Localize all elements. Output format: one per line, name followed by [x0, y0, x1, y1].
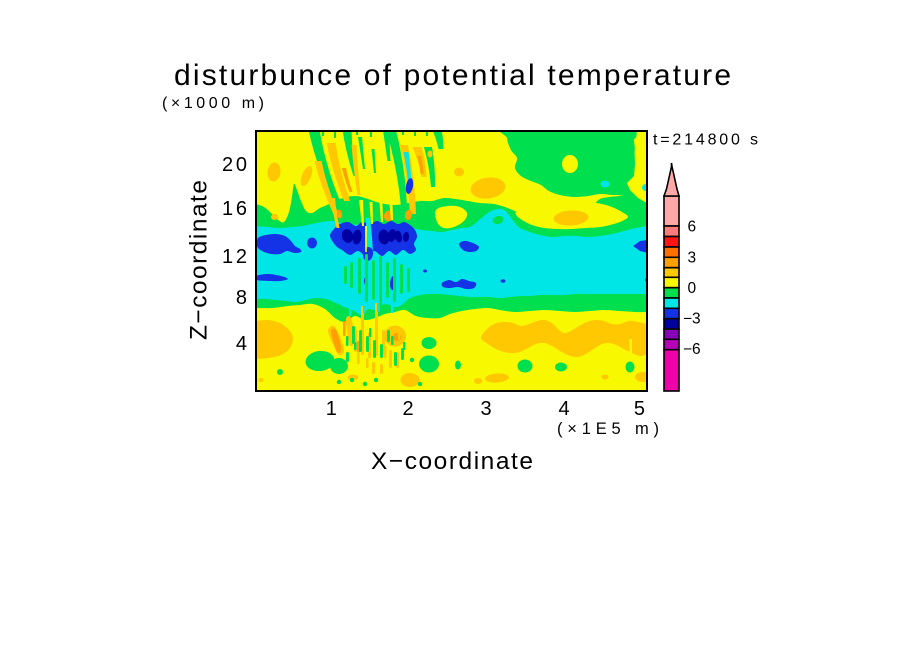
svg-text:Z−coordinate: Z−coordinate: [186, 180, 213, 340]
svg-text:4: 4: [559, 398, 570, 420]
svg-text:5: 5: [634, 398, 645, 420]
svg-text:0: 0: [688, 280, 697, 297]
svg-text:(×1000 m): (×1000 m): [162, 95, 264, 112]
svg-text:2: 2: [402, 398, 413, 420]
svg-text:−3: −3: [683, 311, 701, 328]
svg-text:3: 3: [688, 250, 697, 267]
svg-text:8: 8: [236, 287, 247, 309]
svg-text:3: 3: [480, 398, 491, 420]
svg-text:6: 6: [688, 219, 697, 236]
svg-text:disturbunce of potential tempe: disturbunce of potential temperature: [174, 59, 731, 92]
svg-text:4: 4: [236, 333, 247, 355]
svg-text:−6: −6: [683, 341, 701, 358]
svg-text:X−coordinate: X−coordinate: [371, 448, 533, 475]
svg-text:1: 1: [326, 398, 337, 420]
